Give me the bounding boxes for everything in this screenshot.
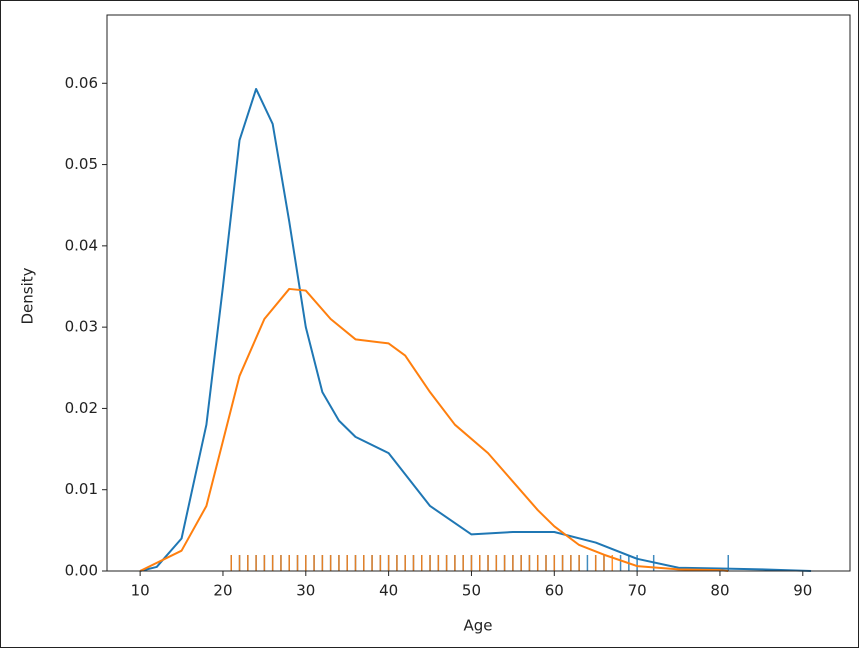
x-tick-label: 70 <box>628 582 647 600</box>
y-tick-label: 0.03 <box>65 318 98 336</box>
density-line <box>139 87 812 572</box>
y-tick-label: 0.01 <box>65 480 98 498</box>
density-line <box>139 287 729 572</box>
x-tick-label: 90 <box>793 582 812 600</box>
y-tick-label: 0.00 <box>65 562 98 580</box>
x-tick-label: 60 <box>545 582 564 600</box>
x-tick-label: 20 <box>213 582 232 600</box>
x-tick-label: 80 <box>710 582 729 600</box>
x-tick-label: 50 <box>462 582 481 600</box>
x-axis-label: Age <box>463 617 492 635</box>
y-tick-label: 0.06 <box>65 74 98 92</box>
y-tick-label: 0.04 <box>65 236 98 254</box>
x-tick-label: 40 <box>379 582 398 600</box>
y-tick-label: 0.02 <box>65 399 98 417</box>
y-axis-label: Density <box>19 267 37 324</box>
plot-frame <box>106 14 851 572</box>
x-tick-label: 30 <box>296 582 315 600</box>
y-tick-label: 0.05 <box>65 155 98 173</box>
x-tick-label: 10 <box>131 582 150 600</box>
